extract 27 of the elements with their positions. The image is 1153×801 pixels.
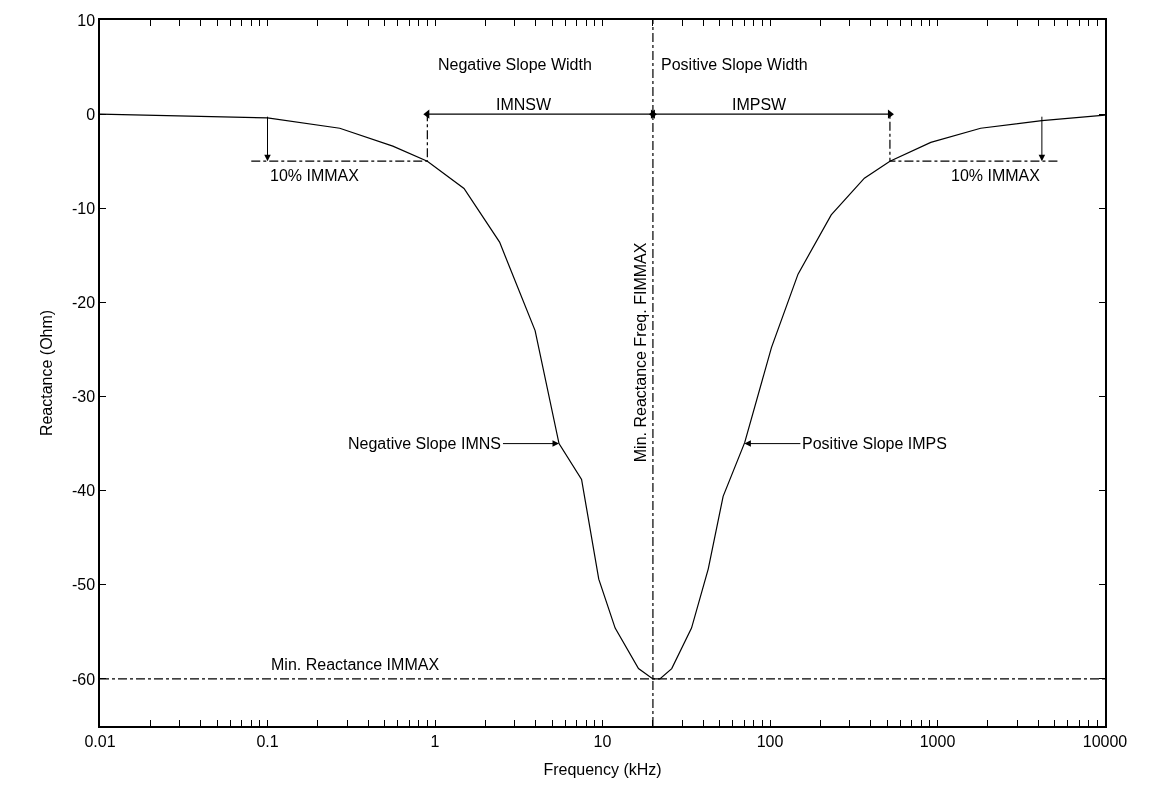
annotation: Positive Slope Width <box>661 56 808 73</box>
y-tick-label: -20 <box>71 294 96 311</box>
y-tick-label: -50 <box>71 576 96 594</box>
y-tick-label: -60 <box>71 670 96 688</box>
x-tick-label: 1000 <box>919 732 956 750</box>
ref-line-label: Min. Reactance IMMAX <box>271 656 440 673</box>
x-tick-label: 0.1 <box>256 732 279 750</box>
annotation: Negative Slope IMNS <box>348 435 501 452</box>
y-tick-label: 10 <box>77 11 96 29</box>
y-tick-label: -40 <box>71 482 96 500</box>
x-tick-label: 0.01 <box>84 732 116 750</box>
y-tick-label: 0 <box>86 105 96 123</box>
annotation: 10% IMMAX <box>270 167 360 184</box>
annotation: Positive Slope IMPS <box>802 435 947 452</box>
x-tick-label: 1 <box>430 732 440 750</box>
x-tick-label: 10000 <box>1082 732 1128 750</box>
y-axis-title: Reactance (Ohm) <box>38 309 56 437</box>
annotation: IMNSW <box>496 96 552 113</box>
annotation: 10% IMMAX <box>951 167 1041 184</box>
x-tick-label: 100 <box>756 732 784 750</box>
annotation: IMPSW <box>732 96 788 113</box>
x-tick-label: 10 <box>593 732 612 750</box>
x-axis-title: Frequency (kHz) <box>543 761 662 779</box>
y-tick-label: -30 <box>71 388 96 406</box>
y-tick-label: -10 <box>71 199 96 217</box>
ref-line-label: Min. Reactance Freq. FIMMAX <box>631 242 649 463</box>
annotation: Negative Slope Width <box>438 56 592 73</box>
